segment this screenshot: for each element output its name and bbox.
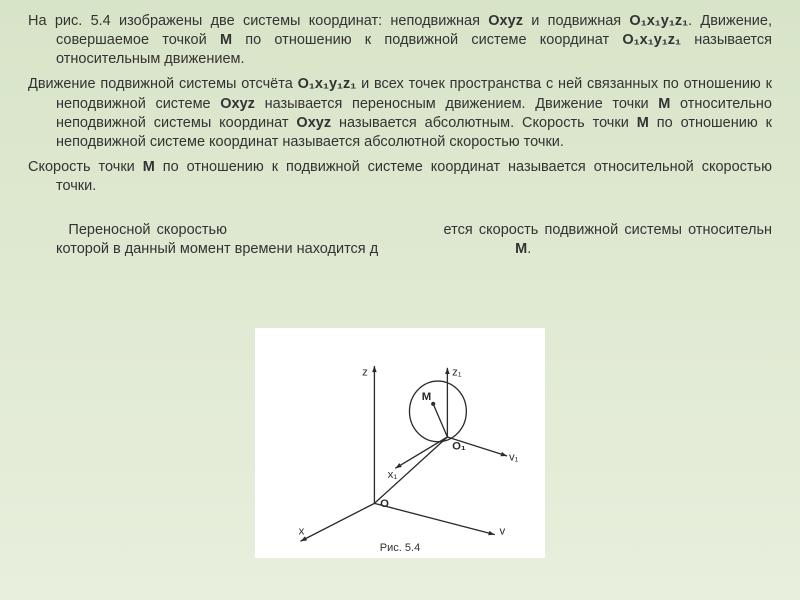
p3-m1: по отношению к подвижной системе координ… (56, 159, 772, 194)
p4-m3: . (527, 241, 531, 257)
p3-lead: Скорость точки (28, 159, 143, 175)
paragraph-4: Переносной скоростью ется скорость подви… (28, 202, 772, 259)
p1-m1: и подвижная (523, 13, 629, 29)
p1-b4: O₁x₁y₁z₁ (622, 32, 681, 48)
figure-5-4: Oz x v O₁ z₁ x₁ v₁ M Рис. 5.4 (255, 328, 545, 558)
p4-m2: которой в данный момент времени находитс… (56, 241, 378, 257)
p2-m2: называется переносным движением. Движени… (255, 96, 658, 112)
paragraph-2: Движение подвижной системы отсчёта O₁x₁y… (28, 75, 772, 152)
p4-gap1 (227, 222, 444, 238)
p4-b1: M (515, 241, 527, 257)
svg-text:x₁: x₁ (388, 469, 398, 481)
p2-b4: Oxyz (296, 115, 331, 131)
p2-lead: Движение подвижной системы отсчёта (28, 76, 298, 92)
p4-gap3 (378, 241, 515, 257)
p3-b1: M (143, 159, 155, 175)
p2-b3: M (658, 96, 670, 112)
p1-lead: На рис. 5.4 изображены две системы коорд… (28, 13, 488, 29)
p1-b2: O₁x₁y₁z₁ (629, 13, 688, 29)
svg-text:v₁: v₁ (509, 452, 519, 464)
svg-text:O: O (380, 498, 389, 510)
svg-text:M: M (422, 391, 431, 403)
svg-text:z: z (362, 366, 368, 378)
p1-b1: Oxyz (488, 13, 523, 29)
p2-b2: Oxyz (220, 96, 255, 112)
p4-gap2 (772, 222, 800, 238)
paragraph-1: На рис. 5.4 изображены две системы коорд… (28, 12, 772, 69)
svg-text:x: x (299, 526, 305, 538)
paragraph-3: Скорость точки M по отношению к подвижно… (28, 158, 772, 196)
p4-lead: Переносной скоростью (68, 222, 227, 238)
svg-text:z₁: z₁ (452, 366, 462, 378)
p1-b3: M (220, 32, 232, 48)
p1-m3: по отношению к подвижной системе координ… (232, 32, 622, 48)
p4-m1: ется скорость подвижной системы относите… (444, 222, 772, 238)
svg-text:O₁: O₁ (452, 440, 466, 452)
p2-b5: M (637, 115, 649, 131)
svg-text:v: v (500, 526, 506, 538)
figure-caption: Рис. 5.4 (255, 542, 545, 554)
p2-b1: O₁x₁y₁z₁ (298, 76, 357, 92)
p2-m4: называется абсолютным. Скорость точки (331, 115, 637, 131)
coordinate-systems-diagram: Oz x v O₁ z₁ x₁ v₁ M (255, 328, 545, 546)
